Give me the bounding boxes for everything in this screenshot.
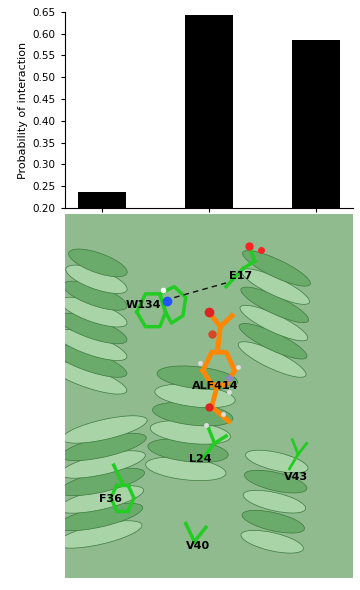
Ellipse shape bbox=[49, 361, 127, 394]
Y-axis label: Probability of interaction: Probability of interaction bbox=[18, 41, 28, 179]
Ellipse shape bbox=[57, 313, 127, 344]
Ellipse shape bbox=[153, 402, 233, 426]
Ellipse shape bbox=[243, 490, 306, 513]
Text: ALF414: ALF414 bbox=[192, 381, 238, 391]
Text: E17: E17 bbox=[229, 271, 252, 281]
Text: L24: L24 bbox=[189, 454, 211, 464]
Ellipse shape bbox=[57, 521, 142, 548]
Ellipse shape bbox=[242, 269, 310, 304]
Ellipse shape bbox=[66, 265, 127, 293]
Ellipse shape bbox=[244, 470, 307, 493]
Bar bbox=[78, 192, 126, 296]
Ellipse shape bbox=[240, 305, 308, 341]
Ellipse shape bbox=[241, 530, 303, 553]
Ellipse shape bbox=[60, 451, 145, 478]
Ellipse shape bbox=[243, 251, 310, 286]
Ellipse shape bbox=[61, 433, 146, 461]
Bar bbox=[292, 40, 340, 296]
Ellipse shape bbox=[59, 486, 144, 513]
Ellipse shape bbox=[58, 503, 143, 530]
Ellipse shape bbox=[54, 329, 127, 360]
Ellipse shape bbox=[238, 342, 306, 377]
Ellipse shape bbox=[242, 510, 305, 533]
Text: F36: F36 bbox=[99, 494, 122, 504]
Text: V40: V40 bbox=[186, 541, 210, 551]
Ellipse shape bbox=[69, 249, 127, 277]
Ellipse shape bbox=[148, 439, 228, 463]
Ellipse shape bbox=[52, 345, 127, 378]
Ellipse shape bbox=[246, 450, 308, 473]
Ellipse shape bbox=[63, 281, 127, 310]
Ellipse shape bbox=[59, 468, 144, 496]
Ellipse shape bbox=[145, 457, 226, 481]
Ellipse shape bbox=[155, 384, 235, 408]
Ellipse shape bbox=[157, 366, 238, 389]
Text: W134: W134 bbox=[125, 300, 161, 310]
Text: V43: V43 bbox=[284, 472, 308, 482]
Ellipse shape bbox=[239, 323, 307, 359]
Bar bbox=[185, 15, 233, 296]
Ellipse shape bbox=[60, 297, 127, 327]
Ellipse shape bbox=[241, 287, 309, 323]
Ellipse shape bbox=[150, 421, 230, 444]
Ellipse shape bbox=[62, 416, 147, 443]
